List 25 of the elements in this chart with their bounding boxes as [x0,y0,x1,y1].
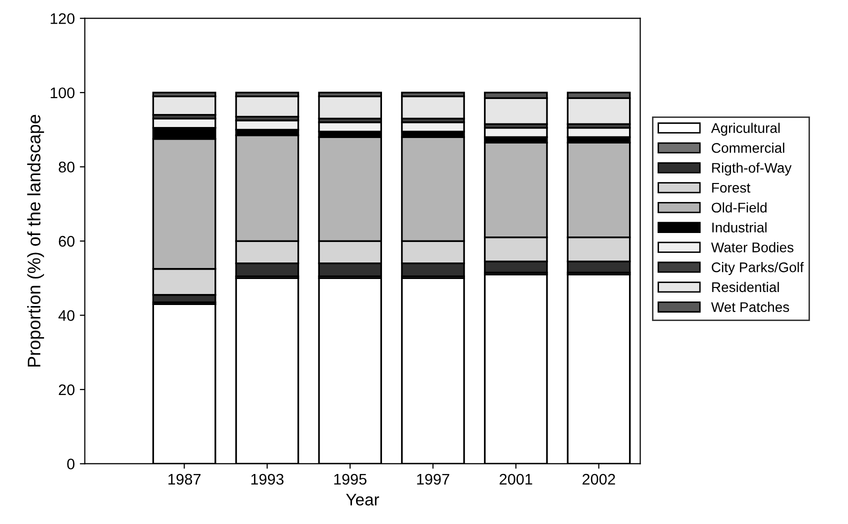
legend-label: Industrial [712,222,766,232]
legend-label: Agricultural [711,122,780,136]
x-axis-title: Year [346,494,380,506]
legend-label: Rigth-of-Way [712,162,792,176]
y-tick-label: 60 [58,236,74,247]
y-tick-label: 0 [67,458,74,470]
x-tick-label: 1993 [251,474,284,485]
y-tick-label: 20 [58,384,74,396]
x-tick-label: 2002 [582,474,616,485]
y-tick-label: 80 [58,162,74,172]
legend-label: Commercial [712,142,784,153]
x-tick-label: 1987 [168,474,201,485]
legend-label: Residential [712,282,779,292]
y-tick-label: 100 [50,87,74,98]
legend-label: Wet Patches [711,302,790,312]
x-tick-label: 2001 [500,474,532,485]
legend-label: Old-Field [712,202,767,213]
legend-label: City Parks/Golf [712,262,804,275]
x-tick-label: 1997 [417,474,450,485]
legend-label: Forest [712,182,750,193]
legend-label: Water Bodies [711,242,794,252]
y-tick-label: 120 [50,13,74,24]
y-axis-title: Proportion (%) of the landscape [27,114,44,367]
x-tick-label: 1995 [334,474,366,485]
y-tick-label: 40 [58,310,74,321]
